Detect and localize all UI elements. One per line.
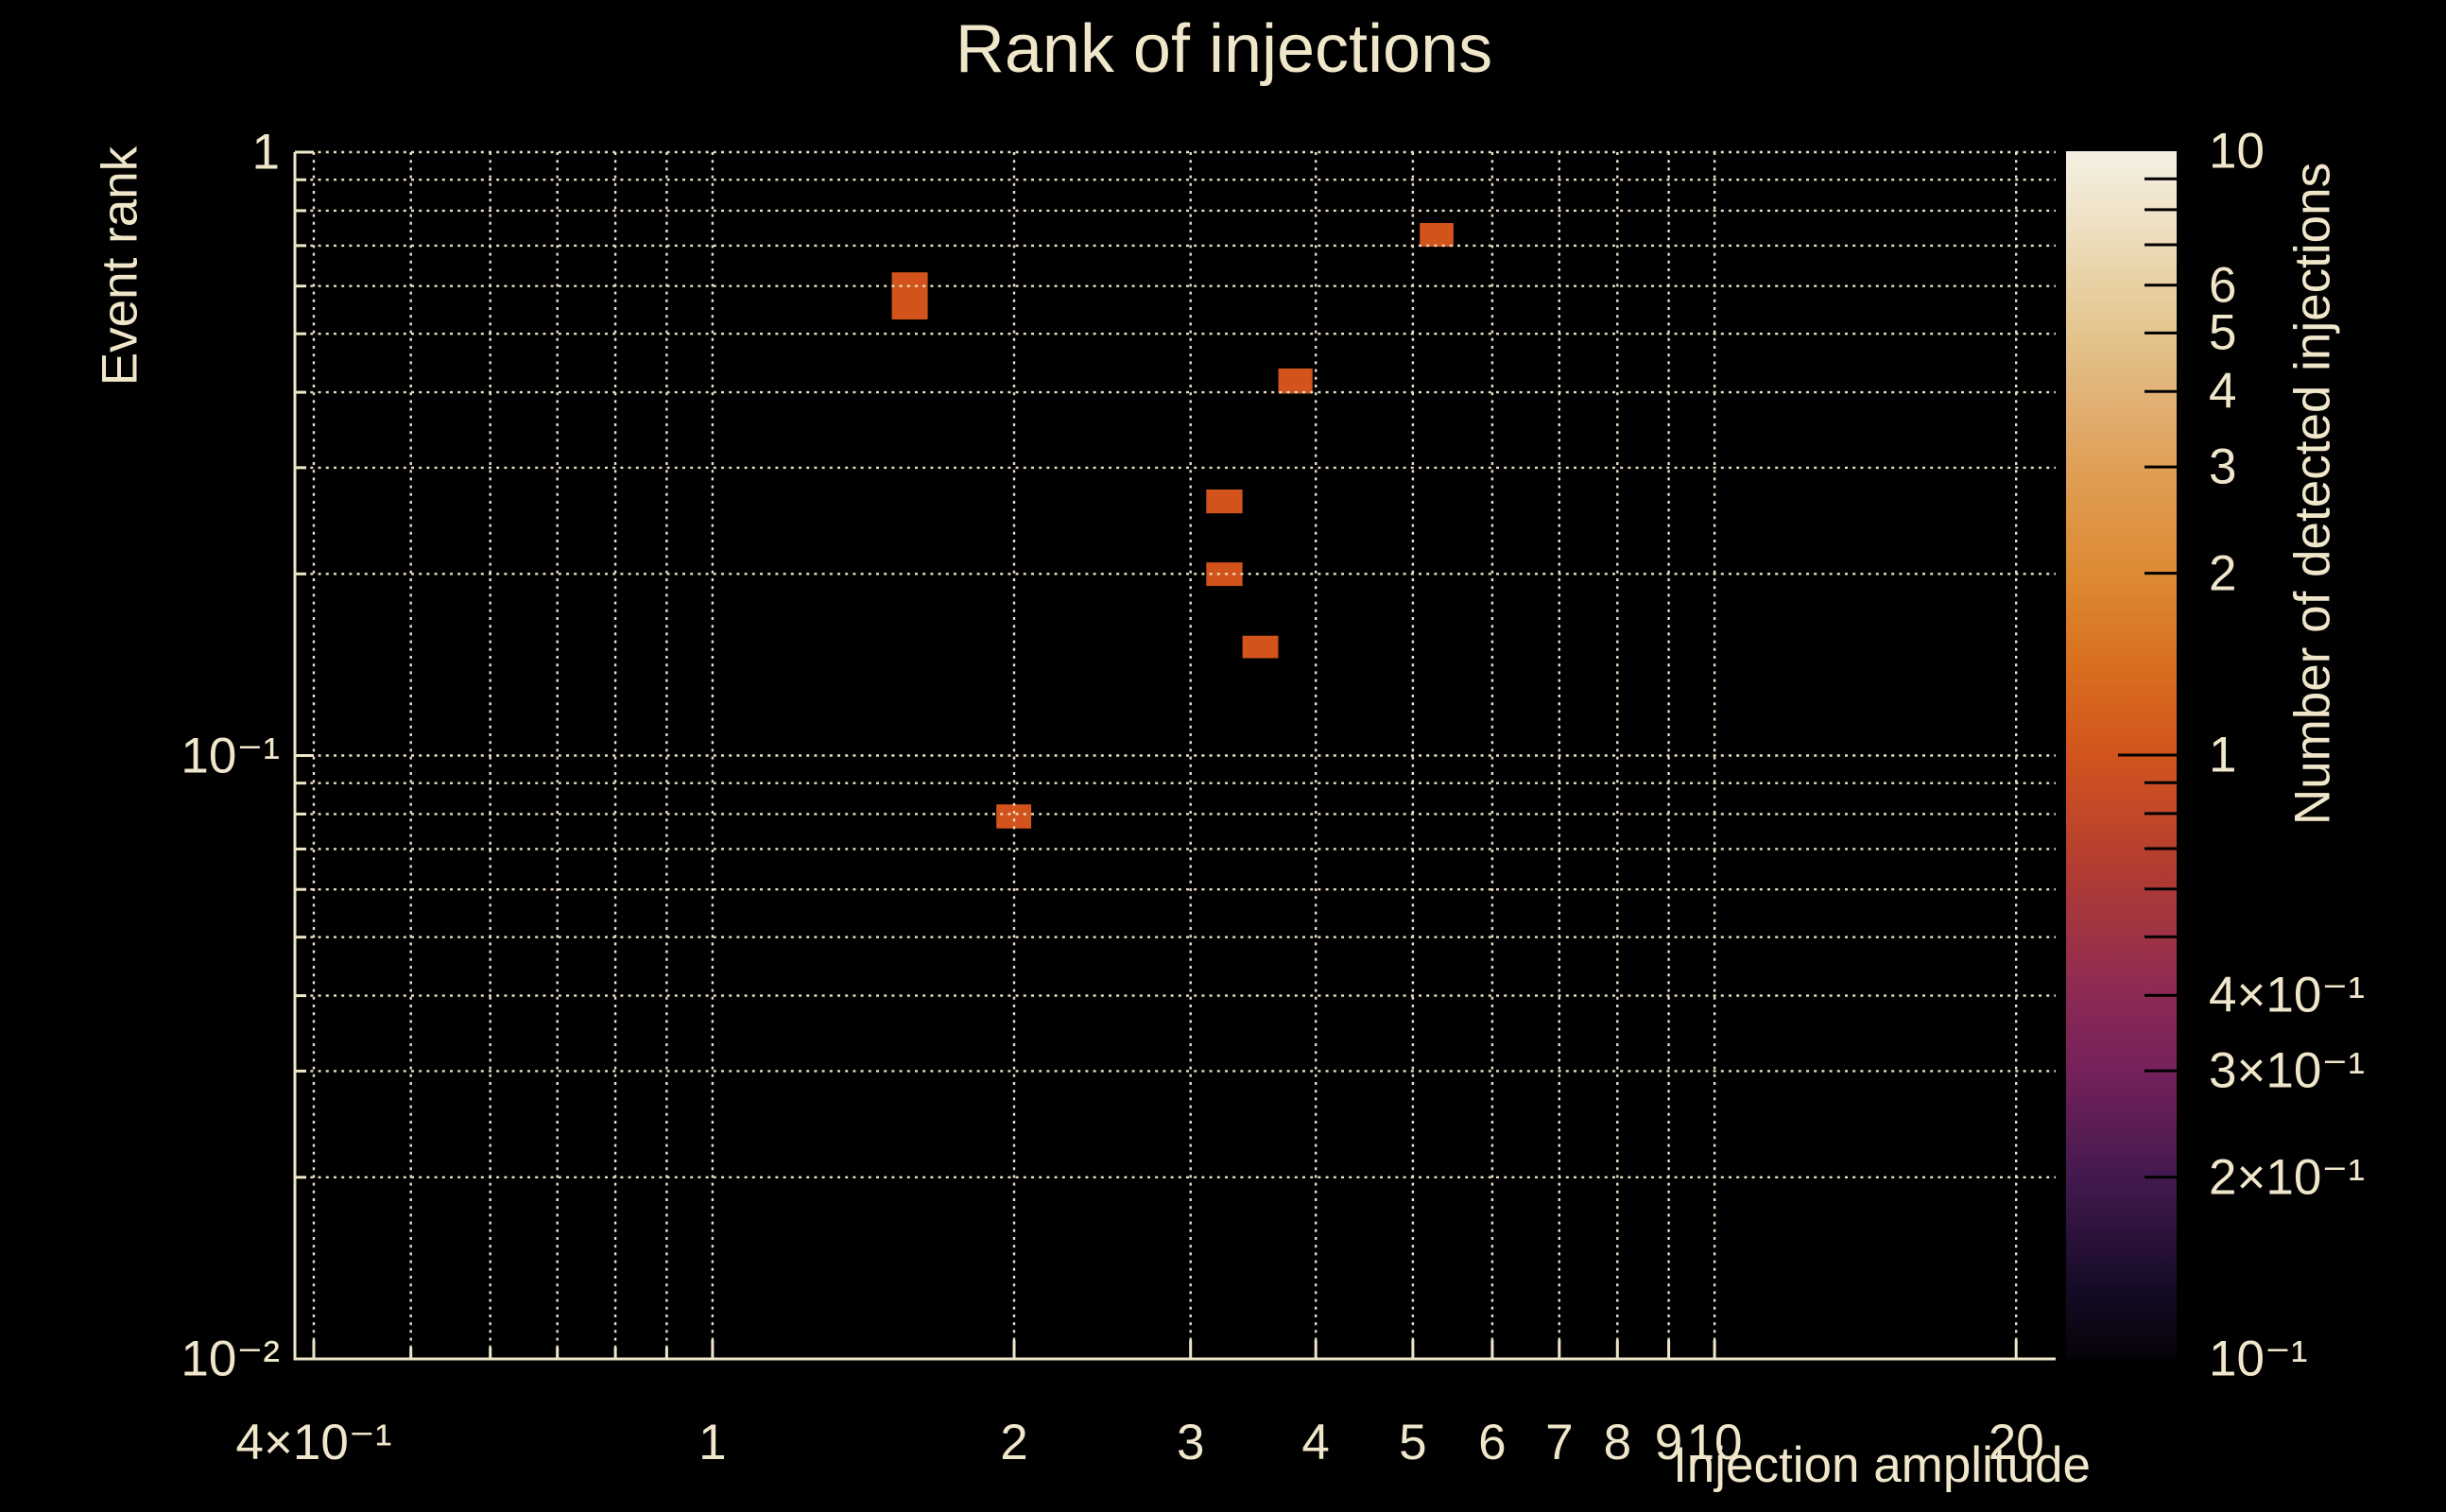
heatmap-bin-4 [1206, 562, 1243, 587]
heatmap-bin-5 [1242, 635, 1279, 659]
colorbar-tick-label-4×10⁻¹: 4×10⁻¹ [2209, 967, 2366, 1023]
heatmap-bin-0 [891, 272, 928, 320]
colorbar-tick-label-4: 4 [2209, 363, 2237, 420]
y-tick-label-1: 1 [251, 124, 280, 180]
colorbar-tick-label-5: 5 [2209, 304, 2237, 361]
heatmap-bins [891, 223, 1454, 829]
x-tick-label-1: 1 [698, 1415, 727, 1470]
heatmap-bin-3 [1206, 490, 1243, 514]
x-tick-label-10: 10 [1686, 1415, 1743, 1470]
colorbar-tick-label-10: 10 [2209, 123, 2265, 180]
grid-lines [295, 150, 2056, 1359]
x-tick-label-9: 9 [1654, 1415, 1683, 1470]
colorbar-tick-label-2: 2 [2209, 545, 2237, 602]
colorbar-tick-label-1: 1 [2209, 727, 2237, 783]
colorbar-tick-label-2×10⁻¹: 2×10⁻¹ [2209, 1149, 2366, 1206]
heatmap-bin-2 [1278, 368, 1313, 394]
x-tick-label-7: 7 [1545, 1415, 1574, 1470]
x-tick-label-2: 2 [1000, 1415, 1028, 1470]
x-tick-label-8: 8 [1603, 1415, 1632, 1470]
y-axis-title: Event rank [92, 146, 148, 387]
colorbar-tick-label-3: 3 [2209, 438, 2237, 495]
colorbar-tick-label-3×10⁻¹: 3×10⁻¹ [2209, 1042, 2366, 1099]
x-tick-label-5: 5 [1399, 1415, 1427, 1470]
chart-title: Rank of injections [955, 11, 1493, 87]
x-tick-label-20: 20 [1988, 1415, 2044, 1470]
y-tick-label-10⁻¹: 10⁻¹ [181, 728, 280, 783]
heatmap-bin-1 [1420, 223, 1454, 248]
colorbar-tick-label-10⁻¹: 10⁻¹ [2209, 1331, 2308, 1387]
x-tick-label-6: 6 [1478, 1415, 1507, 1470]
colorbar-title: Number of detected injections [2284, 162, 2341, 826]
axis-ticks [295, 150, 2018, 1361]
heatmap-bin-6 [996, 804, 1032, 829]
x-tick-label-3: 3 [1176, 1415, 1205, 1470]
y-tick-label-10⁻²: 10⁻² [181, 1331, 280, 1387]
x-tick-label-4×10⁻¹: 4×10⁻¹ [235, 1415, 392, 1470]
x-tick-label-4: 4 [1301, 1415, 1330, 1470]
colorbar-ticks [2118, 177, 2177, 1179]
x-axis-title: Injection amplitude [1673, 1437, 2091, 1493]
colorbar-tick-label-6: 6 [2209, 257, 2237, 314]
